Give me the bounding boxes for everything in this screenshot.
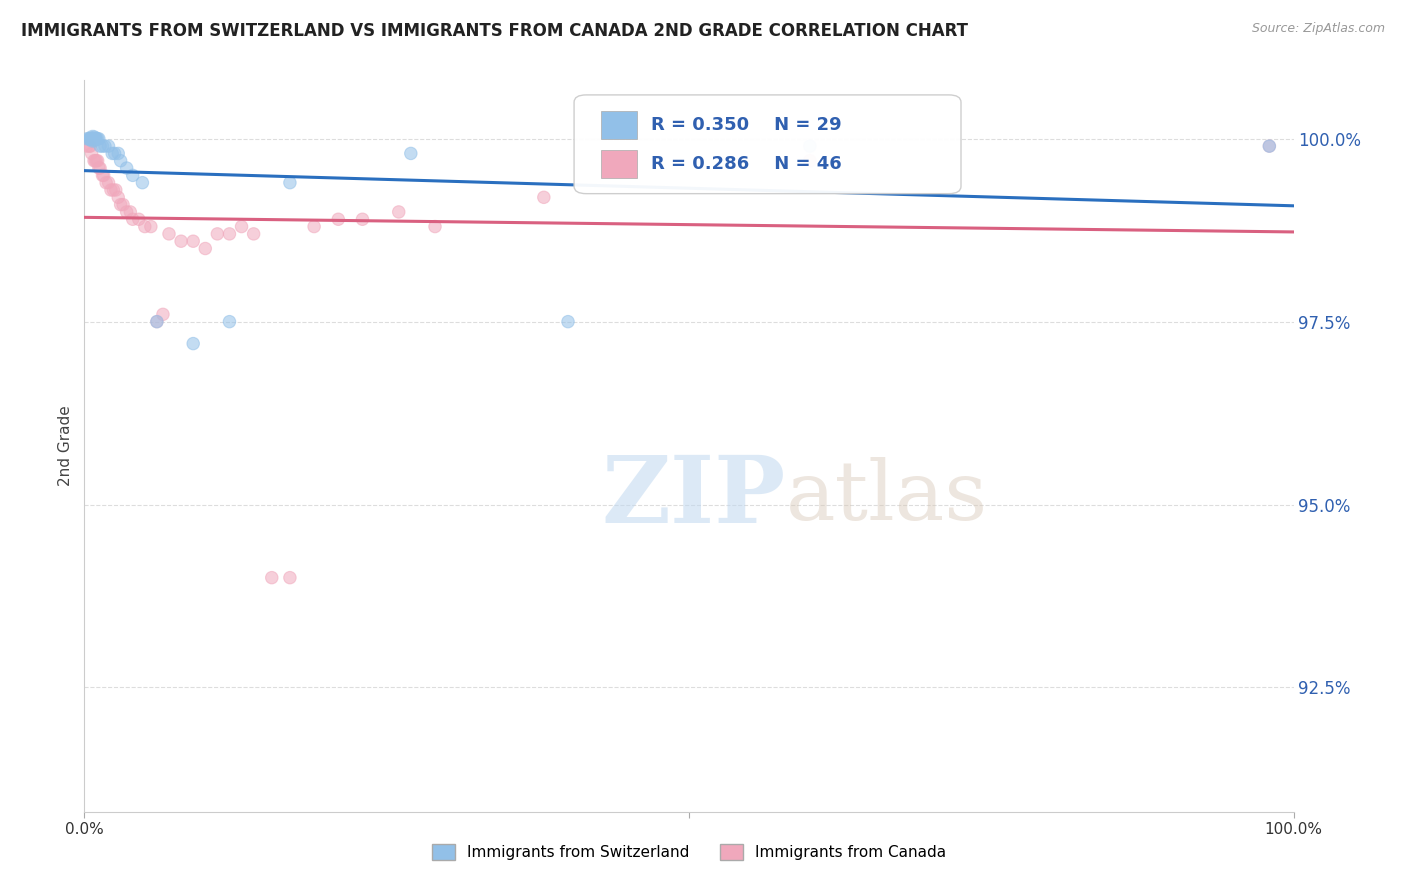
Point <box>1258 139 1281 153</box>
Point <box>131 176 153 190</box>
Point <box>87 161 110 175</box>
Point <box>557 315 579 329</box>
Point <box>86 153 108 168</box>
Point <box>77 132 100 146</box>
Point <box>86 153 108 168</box>
Point <box>170 234 193 248</box>
Point <box>399 146 422 161</box>
Point <box>89 139 111 153</box>
Point <box>120 205 142 219</box>
Point <box>152 307 174 321</box>
Point <box>86 132 108 146</box>
Point <box>231 219 253 234</box>
Point <box>107 146 129 161</box>
Point <box>76 132 98 146</box>
Point <box>97 176 120 190</box>
Point <box>352 212 374 227</box>
Text: atlas: atlas <box>786 458 988 537</box>
Point <box>1258 139 1281 153</box>
Point <box>100 183 122 197</box>
Point <box>423 219 446 234</box>
Point <box>79 132 101 146</box>
Point <box>146 315 169 329</box>
Point <box>302 219 325 234</box>
Point <box>76 139 98 153</box>
Point <box>77 139 100 153</box>
Point <box>97 139 120 153</box>
Point <box>110 153 132 168</box>
Point <box>104 183 127 197</box>
Point <box>89 161 111 175</box>
Point <box>94 176 117 190</box>
Point <box>139 219 162 234</box>
Point <box>218 315 240 329</box>
Point <box>194 242 217 256</box>
Point <box>134 219 156 234</box>
Point <box>82 132 104 146</box>
Point <box>91 169 114 183</box>
Point <box>799 139 821 153</box>
Point <box>112 197 135 211</box>
Point <box>91 139 114 153</box>
Point <box>83 153 105 168</box>
Point <box>328 212 350 227</box>
Point <box>121 212 143 227</box>
Point <box>533 190 555 204</box>
Point <box>94 139 117 153</box>
Point <box>260 571 283 585</box>
Text: ZIP: ZIP <box>602 452 786 542</box>
Point <box>101 146 124 161</box>
Point <box>181 234 204 248</box>
Point <box>80 146 103 161</box>
Point <box>242 227 264 241</box>
Point <box>86 132 108 146</box>
Point <box>278 176 301 190</box>
Y-axis label: 2nd Grade: 2nd Grade <box>58 406 73 486</box>
FancyBboxPatch shape <box>574 95 962 194</box>
FancyBboxPatch shape <box>600 150 637 178</box>
Point <box>80 132 103 146</box>
Point <box>84 132 107 146</box>
Point <box>115 161 138 175</box>
Point <box>110 197 132 211</box>
Point <box>157 227 180 241</box>
Point <box>388 205 411 219</box>
Text: Source: ZipAtlas.com: Source: ZipAtlas.com <box>1251 22 1385 36</box>
Point <box>107 190 129 204</box>
Point <box>115 205 138 219</box>
Point <box>103 183 125 197</box>
Point <box>83 132 105 146</box>
Point <box>278 571 301 585</box>
Point <box>128 212 150 227</box>
Point <box>121 169 143 183</box>
Point <box>87 132 110 146</box>
Point <box>799 153 821 168</box>
Point <box>218 227 240 241</box>
Point <box>104 146 127 161</box>
Text: IMMIGRANTS FROM SWITZERLAND VS IMMIGRANTS FROM CANADA 2ND GRADE CORRELATION CHAR: IMMIGRANTS FROM SWITZERLAND VS IMMIGRANT… <box>21 22 969 40</box>
Point <box>79 139 101 153</box>
Point <box>84 153 107 168</box>
FancyBboxPatch shape <box>600 111 637 139</box>
Text: R = 0.286    N = 46: R = 0.286 N = 46 <box>651 154 842 173</box>
Legend: Immigrants from Switzerland, Immigrants from Canada: Immigrants from Switzerland, Immigrants … <box>426 838 952 866</box>
Point <box>181 336 204 351</box>
Point <box>93 169 115 183</box>
Text: R = 0.350    N = 29: R = 0.350 N = 29 <box>651 116 842 134</box>
Point <box>146 315 169 329</box>
Point <box>207 227 229 241</box>
